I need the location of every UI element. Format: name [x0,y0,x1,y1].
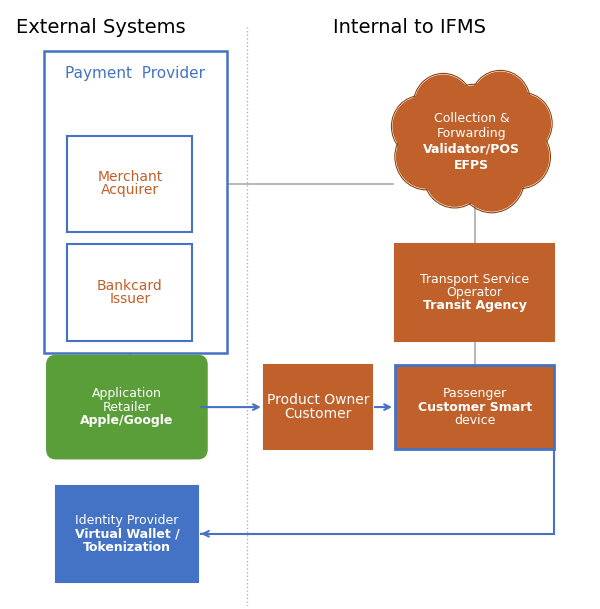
Text: Payment  Provider: Payment Provider [65,66,205,81]
Text: Validator/POS: Validator/POS [424,143,520,156]
Text: Apple/Google: Apple/Google [80,414,173,427]
Text: Collection &: Collection & [434,111,509,124]
Circle shape [397,125,456,188]
Text: Operator: Operator [446,286,503,299]
Text: Retailer: Retailer [103,401,151,414]
Text: Passenger: Passenger [443,387,507,400]
Circle shape [393,97,448,155]
Text: Virtual Wallet /: Virtual Wallet / [74,527,179,540]
Text: Customer: Customer [284,407,352,421]
FancyBboxPatch shape [264,365,372,449]
Text: Tokenization: Tokenization [83,541,171,554]
Text: device: device [454,414,496,427]
FancyBboxPatch shape [44,51,227,353]
Text: Application: Application [92,387,162,400]
Circle shape [460,144,523,211]
Text: Transport Service: Transport Service [420,273,529,286]
Text: External Systems: External Systems [16,18,186,37]
Circle shape [496,94,550,152]
Text: Bankcard: Bankcard [97,279,163,293]
Text: Internal to IFMS: Internal to IFMS [332,18,485,37]
Circle shape [472,72,529,133]
Text: Product Owner: Product Owner [266,393,369,407]
FancyBboxPatch shape [67,136,193,232]
Text: Transit Agency: Transit Agency [423,299,527,312]
Circle shape [415,75,472,136]
Text: Identity Provider: Identity Provider [75,514,179,527]
Circle shape [492,127,549,187]
Circle shape [425,143,484,206]
Text: Forwarding: Forwarding [437,127,506,140]
FancyBboxPatch shape [67,244,193,340]
Text: Customer Smart: Customer Smart [418,401,532,414]
Text: EFPS: EFPS [454,158,490,172]
FancyBboxPatch shape [56,485,198,582]
Circle shape [439,86,510,161]
FancyBboxPatch shape [47,356,207,459]
Text: Acquirer: Acquirer [101,183,159,197]
FancyBboxPatch shape [395,244,554,340]
Text: Merchant: Merchant [97,170,163,184]
FancyBboxPatch shape [395,365,554,449]
Text: Issuer: Issuer [109,292,151,306]
